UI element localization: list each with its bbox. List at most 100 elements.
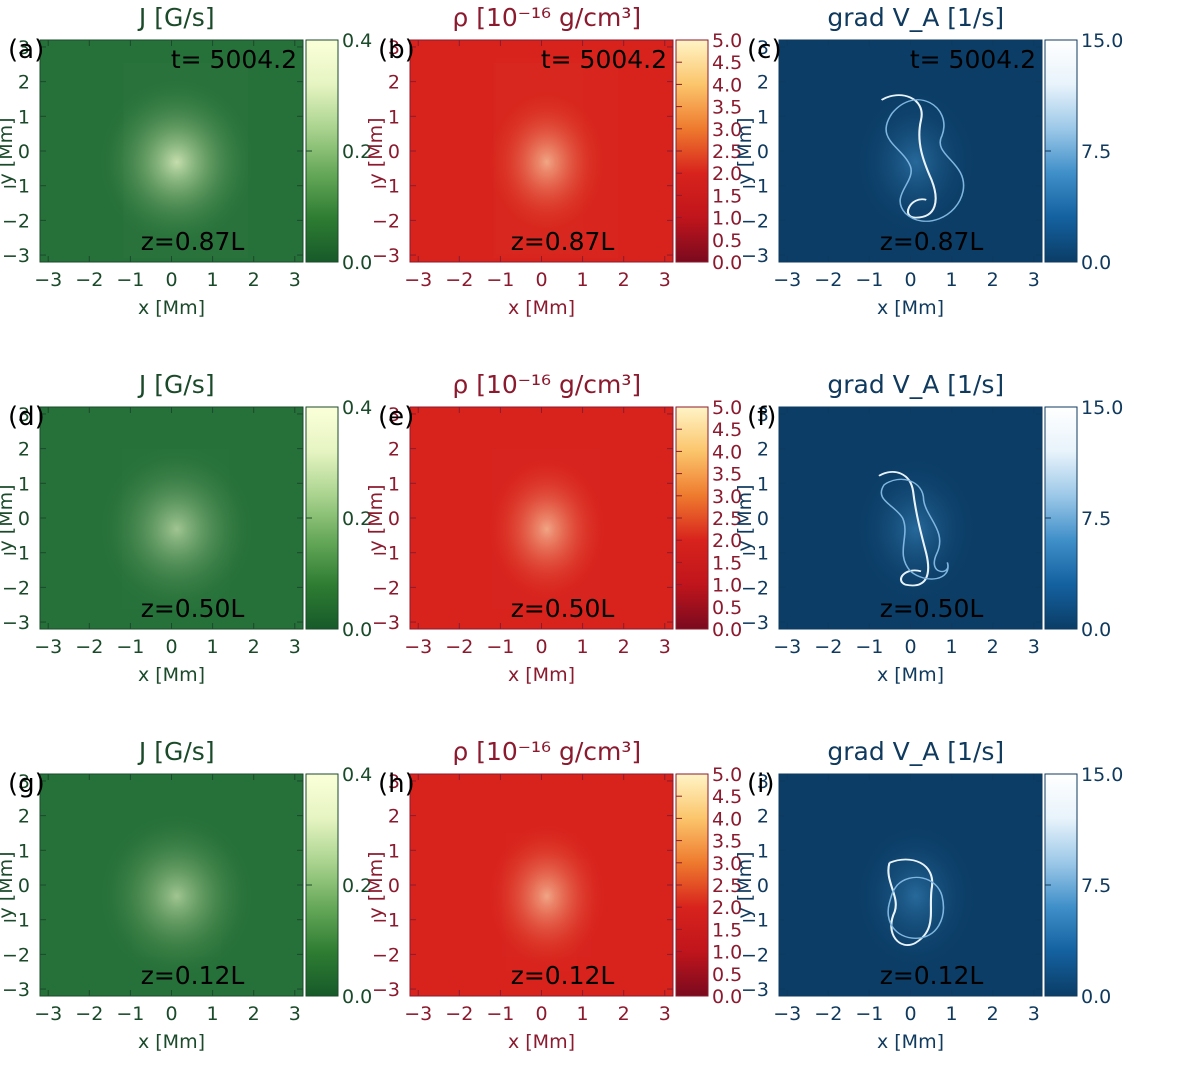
colorbar-tick-label: 5.0 bbox=[712, 30, 742, 52]
y-tick-label: −2 bbox=[2, 210, 30, 232]
y-axis-label: y [Mm] bbox=[0, 117, 17, 184]
y-tick-label: 1 bbox=[757, 473, 769, 495]
y-tick-label: 2 bbox=[388, 72, 400, 94]
colorbar-tick-label: 3.0 bbox=[712, 486, 742, 508]
x-axis-label: x [Mm] bbox=[138, 297, 205, 319]
structure-glow bbox=[852, 820, 979, 972]
colorbar-tick-label: 1.5 bbox=[712, 552, 742, 574]
structure-filament bbox=[508, 469, 562, 588]
x-tick-label: −1 bbox=[116, 1003, 144, 1025]
y-tick-label: −1 bbox=[741, 176, 769, 198]
x-tick-label: 0 bbox=[165, 1003, 177, 1025]
colorbar-tick-label: 0.0 bbox=[1081, 986, 1111, 1008]
y-tick-label: 0 bbox=[388, 508, 400, 530]
y-tick-label: 0 bbox=[388, 875, 400, 897]
y-tick-label: −2 bbox=[2, 577, 30, 599]
colorbar-tick-label: 3.0 bbox=[712, 853, 742, 875]
y-tick-label: 3 bbox=[18, 37, 30, 59]
x-tick-label: 3 bbox=[659, 1003, 671, 1025]
heatmap-image bbox=[410, 774, 673, 996]
panel-label: (d) bbox=[8, 402, 45, 432]
panel-i: −3 −2 −1 0 1 2 3 −3 −2 −1 0 1 2 3 x [Mm] y [Mm] grad V_A… bbox=[734, 737, 1123, 1053]
heatmap-image bbox=[40, 40, 303, 262]
x-tick-label: −3 bbox=[34, 269, 62, 291]
x-tick-label: 0 bbox=[165, 269, 177, 291]
x-tick-label: 2 bbox=[987, 636, 999, 658]
y-tick-label: 2 bbox=[757, 439, 769, 461]
x-tick-label: −2 bbox=[445, 269, 473, 291]
heatmap-image bbox=[779, 407, 1042, 629]
structure-filament bbox=[511, 93, 570, 220]
x-tick-label: −3 bbox=[773, 1003, 801, 1025]
y-tick-label: 3 bbox=[757, 37, 769, 59]
colorbar: 0.00.51.01.52.02.53.03.54.04.55.0 bbox=[675, 764, 742, 1008]
x-tick-label: 3 bbox=[659, 269, 671, 291]
colorbar-tick-label: 4.0 bbox=[712, 441, 742, 463]
x-tick-label: 3 bbox=[289, 1003, 301, 1025]
y-tick-label: −3 bbox=[2, 979, 30, 1001]
colorbar-tick-label: 5.0 bbox=[712, 764, 742, 786]
colorbar-tick-label: 4.0 bbox=[712, 808, 742, 830]
colorbar: 0.0 0.2 0.4 bbox=[305, 397, 372, 641]
x-axis-label: x [Mm] bbox=[138, 1031, 205, 1053]
colorbar-tick-label: 4.0 bbox=[712, 74, 742, 96]
y-tick-label: −1 bbox=[741, 543, 769, 565]
structure-filament bbox=[880, 94, 937, 219]
x-tick-label: −1 bbox=[486, 269, 514, 291]
y-tick-label: −3 bbox=[372, 612, 400, 634]
y-tick-label: 0 bbox=[18, 508, 30, 530]
colorbar-tick-label: 2.0 bbox=[712, 897, 742, 919]
colorbar-tick-label: 3.0 bbox=[712, 119, 742, 141]
y-tick-label: 1 bbox=[18, 840, 30, 862]
x-tick-label: 0 bbox=[535, 269, 547, 291]
x-tick-label: 2 bbox=[987, 269, 999, 291]
depth-annotation: z=0.50L bbox=[880, 594, 984, 623]
y-tick-label: 3 bbox=[388, 771, 400, 793]
x-tick-label: 3 bbox=[1028, 269, 1040, 291]
y-tick-label: −1 bbox=[2, 910, 30, 932]
x-tick-label: 2 bbox=[618, 636, 630, 658]
colorbar-tick-label: 2.5 bbox=[712, 508, 742, 530]
x-tick-label: 0 bbox=[535, 1003, 547, 1025]
panel-label: (a) bbox=[8, 35, 44, 65]
x-tick-label: −3 bbox=[34, 1003, 62, 1025]
x-tick-label: −2 bbox=[814, 636, 842, 658]
y-axis-label: y [Mm] bbox=[0, 851, 17, 918]
panel-h: −3 −2 −1 0 1 2 3 −3 −2 −1 0 1 2 3 x [Mm] y [Mm] ρ [10⁻¹⁶… bbox=[365, 737, 742, 1053]
x-axis-label: x [Mm] bbox=[877, 297, 944, 319]
x-axis-label: x [Mm] bbox=[508, 664, 575, 686]
panel-g: −3 −2 −1 0 1 2 3 −3 −2 −1 0 1 2 3 x [Mm] y [Mm] J [G/s] (… bbox=[0, 737, 372, 1053]
y-axis-label: y [Mm] bbox=[734, 851, 756, 918]
y-tick-label: 2 bbox=[18, 806, 30, 828]
y-tick-label: 2 bbox=[388, 806, 400, 828]
colorbar-tick-label: 0.0 bbox=[712, 619, 742, 641]
structure-outline bbox=[880, 478, 949, 580]
y-tick-label: −2 bbox=[2, 944, 30, 966]
y-tick-label: 3 bbox=[388, 37, 400, 59]
x-axis-label: x [Mm] bbox=[508, 1031, 575, 1053]
panel-b: −3 −2 −1 0 1 2 3 −3 −2 −1 0 1 2 3 x [Mm] y [Mm] ρ [10⁻¹⁶… bbox=[365, 3, 742, 319]
colorbar-tick-label: 0.4 bbox=[342, 30, 372, 52]
colorbar: 0.0 7.5 15.0 bbox=[1044, 397, 1123, 641]
y-tick-label: 0 bbox=[388, 141, 400, 163]
colorbar-tick-label: 2.0 bbox=[712, 163, 742, 185]
x-tick-label: 3 bbox=[1028, 1003, 1040, 1025]
y-tick-label: 1 bbox=[757, 840, 769, 862]
colorbar-tick-label: 7.5 bbox=[1081, 875, 1111, 897]
structure-outline bbox=[887, 876, 945, 939]
y-tick-label: 2 bbox=[388, 439, 400, 461]
x-tick-label: −3 bbox=[404, 636, 432, 658]
colorbar: 0.0 0.2 0.4 bbox=[305, 764, 372, 1008]
colorbar-tick-label: 0.4 bbox=[342, 764, 372, 786]
heatmap-image bbox=[40, 407, 303, 629]
depth-annotation: z=0.50L bbox=[511, 594, 615, 623]
x-tick-label: 3 bbox=[289, 269, 301, 291]
structure-outline bbox=[885, 99, 965, 222]
panel-title: grad V_A [1/s] bbox=[827, 370, 1004, 399]
x-tick-label: −1 bbox=[855, 636, 883, 658]
x-tick-label: −2 bbox=[75, 636, 103, 658]
heatmap-image bbox=[779, 40, 1042, 262]
colorbar-tick-label: 1.5 bbox=[712, 919, 742, 941]
x-tick-label: −2 bbox=[445, 1003, 473, 1025]
